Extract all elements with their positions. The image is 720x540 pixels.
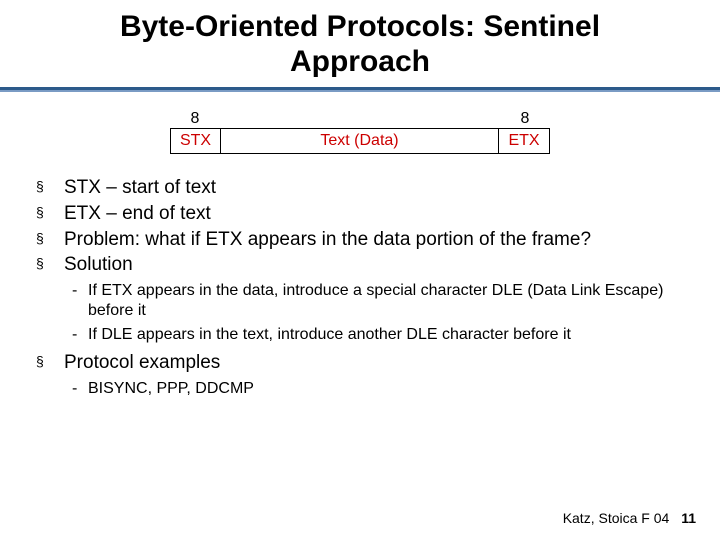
slide-title: Byte-Oriented Protocols: Sentinel Approa…	[0, 0, 720, 87]
bullet-text: Protocol examples	[64, 352, 220, 373]
left-bit-label: 8	[170, 110, 220, 128]
bullet-text: STX – start of text	[64, 177, 216, 198]
bullet-item: Solution If ETX appears in the data, intr…	[64, 253, 680, 345]
main-bullet-list: STX – start of text ETX – end of text Prob…	[64, 176, 680, 399]
etx-cell: ETX	[499, 129, 549, 153]
bullet-item: Problem: what if ETX appears in the data…	[64, 228, 680, 252]
right-bit-label: 8	[500, 110, 550, 128]
label-spacer	[220, 110, 500, 128]
sub-bullet-item: BISYNC, PPP, DDCMP	[88, 379, 680, 399]
bullet-text: Problem: what if ETX appears in the data…	[64, 229, 591, 250]
bullet-text: ETX – end of text	[64, 203, 211, 224]
sub-bullet-item: If DLE appears in the text, introduce an…	[88, 325, 680, 345]
title-divider	[0, 87, 720, 92]
data-cell: Text (Data)	[221, 129, 499, 153]
sub-bullet-item: If ETX appears in the data, introduce a …	[88, 281, 680, 321]
bullet-text: Solution	[64, 254, 133, 275]
slide-footer: Katz, Stoica F 04 11	[563, 510, 696, 526]
sub-bullet-list: BISYNC, PPP, DDCMP	[88, 379, 680, 399]
bullet-item: Protocol examples BISYNC, PPP, DDCMP	[64, 351, 680, 399]
bullet-item: STX – start of text	[64, 176, 680, 200]
bullet-item: ETX – end of text	[64, 202, 680, 226]
footer-credit: Katz, Stoica F 04	[563, 510, 670, 526]
content-area: STX – start of text ETX – end of text Prob…	[0, 176, 720, 399]
frame-diagram: 8 8 STX Text (Data) ETX	[170, 110, 550, 154]
frame-row: STX Text (Data) ETX	[170, 128, 550, 154]
footer-page-number: 11	[681, 510, 696, 526]
sub-bullet-list: If ETX appears in the data, introduce a …	[88, 281, 680, 345]
stx-cell: STX	[171, 129, 221, 153]
bit-labels-row: 8 8	[170, 110, 550, 128]
